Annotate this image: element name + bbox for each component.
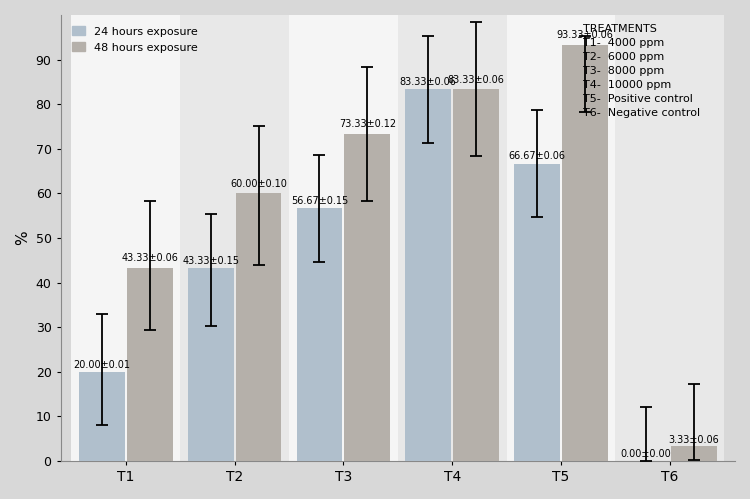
Bar (79, 372, 124, 461)
Text: 83.33±0.06: 83.33±0.06 (400, 77, 457, 87)
Bar (398, 15, 506, 461)
Bar (344, 134, 390, 461)
Text: 0.00±0.00: 0.00±0.00 (620, 449, 671, 459)
Text: 43.33±0.06: 43.33±0.06 (122, 253, 178, 263)
Bar (506, 15, 615, 461)
Text: 93.33±0.06: 93.33±0.06 (556, 30, 614, 40)
Legend: 24 hours exposure, 48 hours exposure: 24 hours exposure, 48 hours exposure (66, 20, 203, 58)
Bar (188, 268, 233, 461)
Bar (236, 194, 281, 461)
Bar (514, 164, 560, 461)
Text: 66.67±0.06: 66.67±0.06 (509, 151, 566, 161)
Y-axis label: %: % (15, 231, 30, 246)
Bar (406, 89, 451, 461)
Text: 56.67±0.15: 56.67±0.15 (291, 196, 348, 206)
Text: TREATMENTS
T1-  4000 ppm
T2-  6000 ppm
T3-  8000 ppm
T4-  10000 ppm
T5-  Positiv: TREATMENTS T1- 4000 ppm T2- 6000 ppm T3-… (584, 24, 700, 118)
Text: 3.33±0.06: 3.33±0.06 (668, 435, 719, 445)
Text: 73.33±0.12: 73.33±0.12 (339, 119, 396, 129)
Bar (562, 45, 608, 461)
Bar (127, 268, 172, 461)
Text: 20.00±0.01: 20.00±0.01 (74, 360, 130, 370)
Text: 43.33±0.15: 43.33±0.15 (182, 255, 239, 265)
Bar (297, 208, 342, 461)
Bar (71, 15, 180, 461)
Bar (670, 446, 716, 461)
Bar (180, 15, 289, 461)
Text: 83.33±0.06: 83.33±0.06 (448, 75, 505, 85)
Bar (289, 15, 398, 461)
Bar (615, 15, 724, 461)
Text: 60.00±0.10: 60.00±0.10 (230, 179, 287, 189)
Bar (453, 89, 499, 461)
